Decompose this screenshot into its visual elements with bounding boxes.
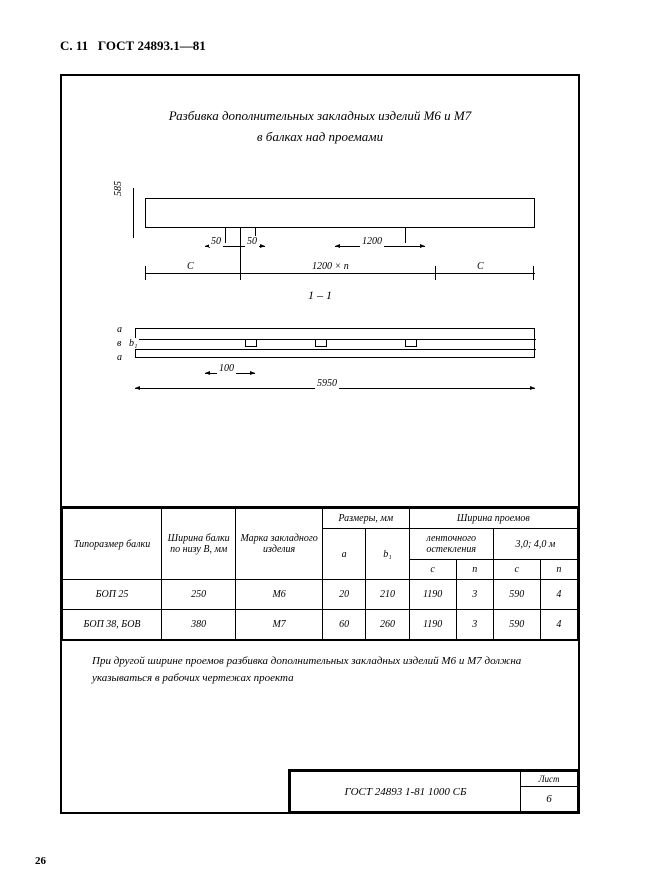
cell: М7 [236,610,323,640]
tick [225,228,226,243]
page-prefix: С. 11 [60,38,88,53]
elevation-diagram: 585 50 50 1200 С 1200 × n [105,198,535,288]
footnote: При другой ширине проемов разбивка допол… [62,640,578,698]
cell: 260 [366,610,409,640]
cell: 4 [540,610,577,640]
cell: БОП 25 [63,580,162,610]
page-header: С. 11 ГОСТ 24893.1—81 [60,38,605,54]
data-table: Типоразмер балки Ширина балки по низу В,… [62,508,578,640]
th-openings: Ширина проемов [409,509,577,529]
cell: 60 [322,610,365,640]
tick [435,266,436,280]
th-mark: Марка закладного изделия [236,509,323,580]
drawing-title: Разбивка дополнительных закладных издели… [92,106,548,148]
th-n: n [456,560,493,580]
dim-50a: 50 [209,236,223,247]
dim-b1: b₁ [127,338,139,349]
document-frame: Разбивка дополнительных закладных издели… [60,74,580,814]
page-number: 26 [35,855,46,867]
th-3040: 3,0; 4,0 м [493,529,577,560]
tick [240,266,241,280]
embed-rect [245,339,257,347]
cell: 590 [493,580,540,610]
th-n2: n [540,560,577,580]
tick [145,266,146,280]
th-dims: Размеры, мм [322,509,409,529]
cell: М6 [236,580,323,610]
table-row: БОП 38, БОВ 380 М7 60 260 1190 3 590 4 [63,610,578,640]
th-width: Ширина балки по низу В, мм [162,509,236,580]
cell: 3 [456,610,493,640]
cell: 4 [540,580,577,610]
dim-c1: С [185,261,196,272]
dim-100: 100 [217,363,236,374]
doc-code: ГОСТ 24893 1-81 1000 СБ [291,772,521,812]
inner-line [136,339,536,340]
title-line-2: в балках над проемами [257,129,383,144]
dim-c2: С [475,261,486,272]
dim-5950: 5950 [315,378,339,389]
sheet-label: Лист [521,772,578,787]
cell: 1190 [409,580,456,610]
dim-a2: а [115,352,124,363]
dim-a1: а [115,324,124,335]
dim-50b: 50 [245,236,259,247]
th-c: с [409,560,456,580]
cell: 20 [322,580,365,610]
drawing-area: Разбивка дополнительных закладных издели… [62,76,578,506]
title-line-1: Разбивка дополнительных закладных издели… [169,108,472,123]
th-a: а [322,529,365,580]
cell: 250 [162,580,236,610]
beam-elevation [145,198,535,228]
th-typesize: Типоразмер балки [63,509,162,580]
dim-b: в [115,338,123,349]
table-row: БОП 25 250 М6 20 210 1190 3 590 4 [63,580,578,610]
cell: 590 [493,610,540,640]
cell: 210 [366,580,409,610]
cell: 380 [162,610,236,640]
inner-line [136,349,536,350]
data-table-area: Типоразмер балки Ширина балки по низу В,… [62,506,578,640]
cell: 3 [456,580,493,610]
dim-1200n: 1200 × n [310,261,351,272]
embed-rect [315,339,327,347]
sheet-number: 6 [521,787,578,812]
beam-section [135,328,535,358]
standard-code: ГОСТ 24893.1—81 [98,38,206,53]
th-b1: b₁ [366,529,409,580]
tick [533,266,534,280]
cell: 1190 [409,610,456,640]
dim-line-v [133,188,134,238]
document-page: С. 11 ГОСТ 24893.1—81 Разбивка дополните… [0,0,655,879]
cell: БОП 38, БОВ [63,610,162,640]
th-ribbon: ленточного остекления [409,529,493,560]
section-diagram: а в а b₁ 100 5950 [105,328,535,418]
th-c2: с [493,560,540,580]
dim-585: 585 [113,179,124,198]
dim-line [145,273,535,274]
dim-1200: 1200 [360,236,384,247]
title-block: ГОСТ 24893 1-81 1000 СБ Лист 6 [288,769,578,812]
embed-rect [405,339,417,347]
tick [405,228,406,243]
section-label: 1 – 1 [92,288,548,303]
